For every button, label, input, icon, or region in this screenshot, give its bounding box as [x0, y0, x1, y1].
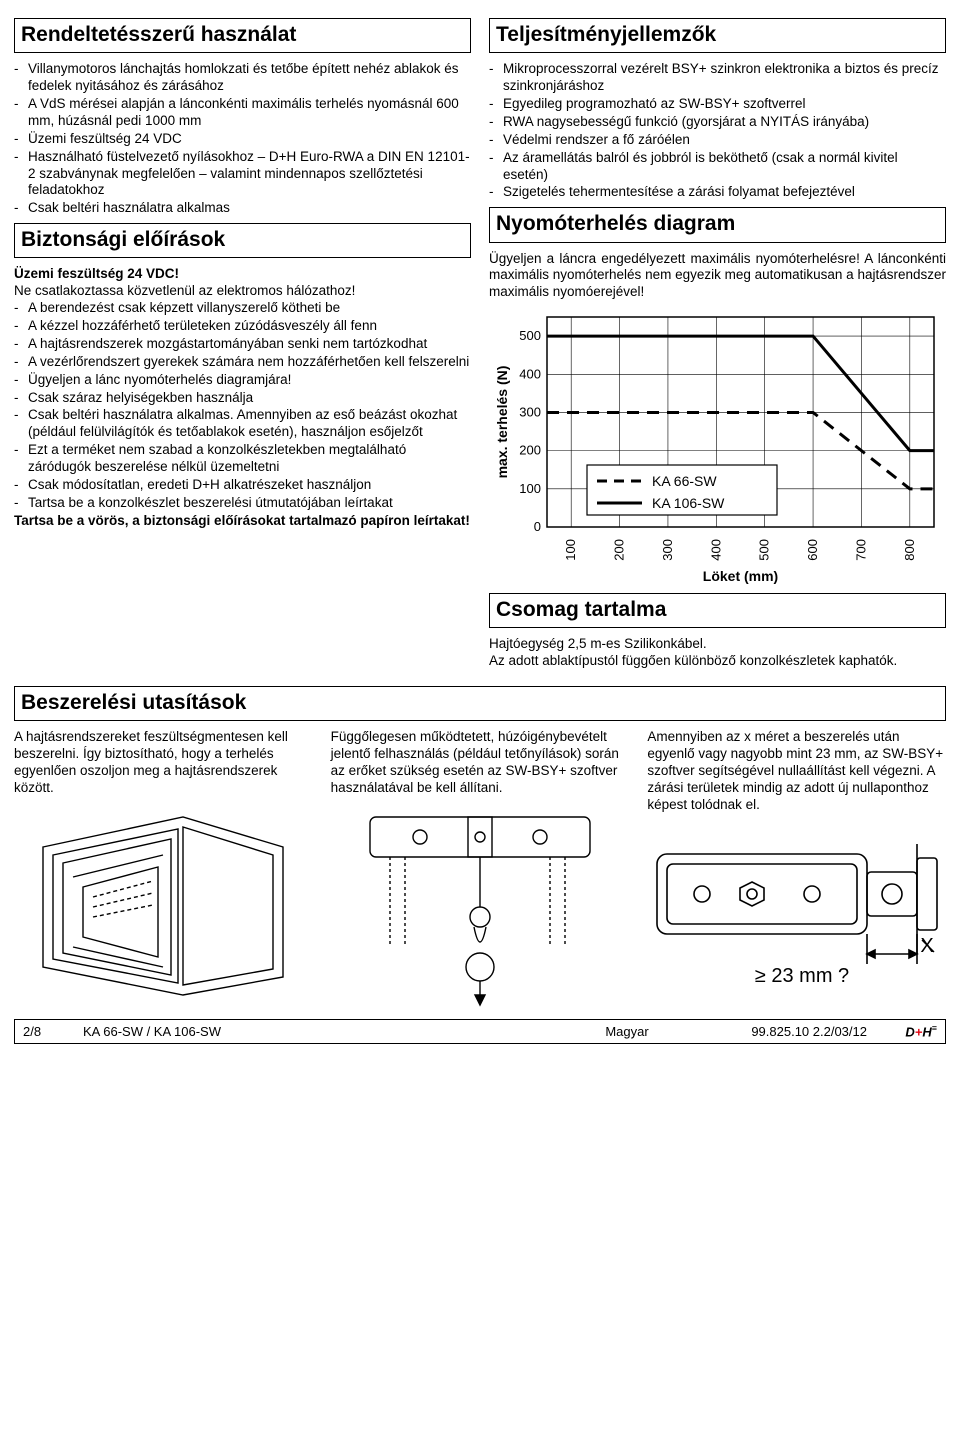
section-title-intended: Rendeltetésszerű használat [14, 18, 471, 53]
svg-text:100: 100 [519, 481, 541, 496]
section-title-package: Csomag tartalma [489, 593, 946, 628]
safety-heading: Üzemi feszültség 24 VDC! [14, 266, 471, 283]
svg-text:100: 100 [563, 539, 578, 561]
svg-text:0: 0 [534, 519, 541, 534]
install-text-1: A hajtásrendszereket feszültségmentesen … [14, 729, 313, 797]
svg-text:500: 500 [519, 328, 541, 343]
list-item: Védelmi rendszer a fő záróélen [489, 132, 946, 149]
footer-page: 2/8 [23, 1024, 83, 1040]
svg-text:300: 300 [519, 405, 541, 420]
list-item: A hajtásrendszerek mozgástartományában s… [14, 336, 471, 353]
list-item: Csak beltéri használatra alkalmas. Amenn… [14, 407, 471, 441]
svg-text:700: 700 [853, 539, 868, 561]
footer-lang: Magyar [567, 1024, 687, 1040]
svg-text:Löket (mm): Löket (mm) [703, 568, 778, 584]
dimension-x: X [920, 935, 933, 957]
load-chart: 0 100 200 300 400 500 100 200 300 400 500 600 700 800… [489, 307, 946, 587]
list-item: Egyedileg programozható az SW-BSY+ szoft… [489, 96, 946, 113]
package-text-2: Az adott ablaktípustól függően különböző… [489, 653, 946, 670]
list-item: Szigetelés tehermentesítése a zárási fol… [489, 184, 946, 201]
safety-list: A berendezést csak képzett villanyszerel… [14, 300, 471, 512]
section-title-install: Beszerelési utasítások [14, 686, 946, 721]
list-item: Csak száraz helyiségekben használja [14, 390, 471, 407]
svg-text:200: 200 [519, 443, 541, 458]
install-text-3: Amennyiben az x méret a beszerelés után … [647, 729, 946, 813]
section-title-performance: Teljesítményjellemzők [489, 18, 946, 53]
svg-text:400: 400 [519, 366, 541, 381]
list-item: Villanymotoros lánchajtás homlokzati és … [14, 61, 471, 95]
intended-use-list: Villanymotoros lánchajtás homlokzati és … [14, 61, 471, 217]
svg-text:800: 800 [902, 539, 917, 561]
list-item: A VdS mérései alapján a lánconkénti maxi… [14, 96, 471, 130]
footer-model: KA 66-SW / KA 106-SW [83, 1024, 567, 1040]
svg-text:max. terhelés (N): max. terhelés (N) [494, 366, 510, 479]
svg-text:500: 500 [757, 539, 772, 561]
dimension-label: ≥ 23 mm ? [755, 965, 849, 987]
list-item: Csak módosítatlan, eredeti D+H alkatrész… [14, 477, 471, 494]
list-item: A kézzel hozzáférhető területeken zúzódá… [14, 318, 471, 335]
svg-text:400: 400 [708, 539, 723, 561]
illustration-dimension: ≥ 23 mm ? X [647, 824, 946, 994]
illustration-window [14, 807, 313, 997]
list-item: Használható füstelvezető nyílásokhoz – D… [14, 149, 471, 200]
load-diagram-text: Ügyeljen a láncra engedélyezett maximáli… [489, 251, 946, 302]
list-item: A berendezést csak képzett villanyszerel… [14, 300, 471, 317]
list-item: Tartsa be a konzolkészlet beszerelési út… [14, 495, 471, 512]
install-text-2: Függőlegesen működtetett, húzóigénybevét… [331, 729, 630, 797]
list-item: Ügyeljen a lánc nyomóterhelés diagramjár… [14, 372, 471, 389]
safety-intro: Ne csatlakoztassa közvetlenül az elektro… [14, 283, 471, 300]
svg-text:300: 300 [660, 539, 675, 561]
list-item: Mikroprocesszorral vezérelt BSY+ szinkro… [489, 61, 946, 95]
list-item: A vezérlőrendszert gyerekek számára nem … [14, 354, 471, 371]
package-text-1: Hajtóegység 2,5 m-es Szilikonkábel. [489, 636, 946, 653]
illustration-hanging [331, 807, 630, 1007]
list-item: Az áramellátás balról és jobbról is bekö… [489, 150, 946, 184]
svg-text:KA 66-SW: KA 66-SW [652, 473, 717, 489]
performance-list: Mikroprocesszorral vezérelt BSY+ szinkro… [489, 61, 946, 201]
list-item: Csak beltéri használatra alkalmas [14, 200, 471, 217]
page-footer: 2/8 KA 66-SW / KA 106-SW Magyar 99.825.1… [14, 1019, 946, 1045]
footer-doc: 99.825.10 2.2/03/12 [687, 1024, 867, 1040]
list-item: Üzemi feszültség 24 VDC [14, 131, 471, 148]
svg-text:600: 600 [805, 539, 820, 561]
svg-text:200: 200 [612, 539, 627, 561]
svg-text:KA 106-SW: KA 106-SW [652, 495, 725, 511]
section-title-safety: Biztonsági előírások [14, 223, 471, 258]
chart-svg: 0 100 200 300 400 500 100 200 300 400 500 600 700 800… [489, 307, 944, 587]
list-item: RWA nagysebességű funkció (gyorsjárat a … [489, 114, 946, 131]
safety-footer: Tartsa be a vörös, a biztonsági előíráso… [14, 513, 471, 530]
footer-logo: D+H≡ [867, 1023, 937, 1041]
list-item: Ezt a terméket nem szabad a konzolkészle… [14, 442, 471, 476]
section-title-load: Nyomóterhelés diagram [489, 207, 946, 242]
